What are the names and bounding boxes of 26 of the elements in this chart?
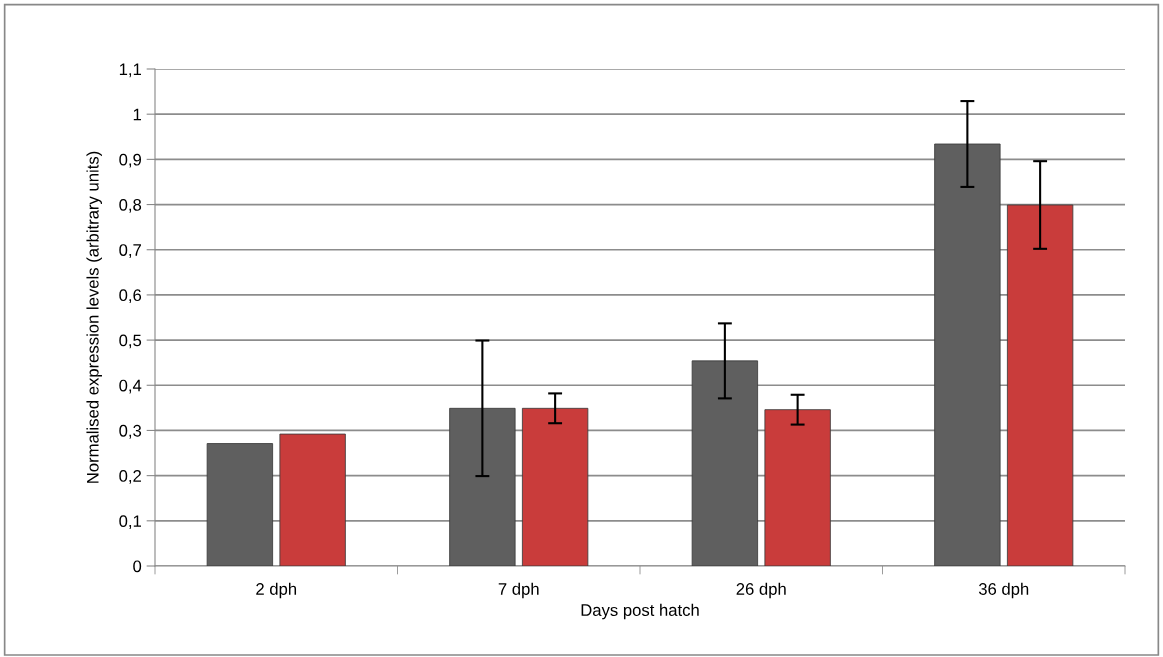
bar xyxy=(449,407,516,566)
bar xyxy=(1006,204,1074,566)
y-tick-label: 0,8 xyxy=(119,198,142,213)
y-tick-label: 0,4 xyxy=(119,379,142,394)
bar xyxy=(934,143,1001,566)
y-tick-label: 0,7 xyxy=(119,244,141,258)
y-tick-label: 0,3 xyxy=(119,424,142,439)
bar xyxy=(206,443,274,566)
y-tick-label: 0,6 xyxy=(119,289,142,304)
y-tick-label: 0,2 xyxy=(119,470,141,484)
y-tick-label: 0 xyxy=(133,560,142,573)
x-tick-label: 2 dph xyxy=(256,582,297,599)
y-tick-label: 0,1 xyxy=(119,515,141,529)
bar xyxy=(764,409,831,566)
bar xyxy=(691,360,759,566)
x-tick-label: 26 dph xyxy=(736,582,786,599)
y-tick-label: 1,1 xyxy=(119,63,141,78)
x-axis-title: Days post hatch xyxy=(581,603,699,620)
y-tick-label: 0,5 xyxy=(119,334,142,349)
y-axis-title: Normalised expression levels (arbitrary units) xyxy=(86,151,102,483)
bar xyxy=(279,433,346,566)
x-tick-label: 7 dph xyxy=(498,582,539,599)
y-tick-label: 1 xyxy=(133,108,141,121)
y-tick-label: 0,9 xyxy=(119,153,142,168)
x-tick-label: 36 dph xyxy=(978,582,1029,599)
bar xyxy=(521,407,589,566)
